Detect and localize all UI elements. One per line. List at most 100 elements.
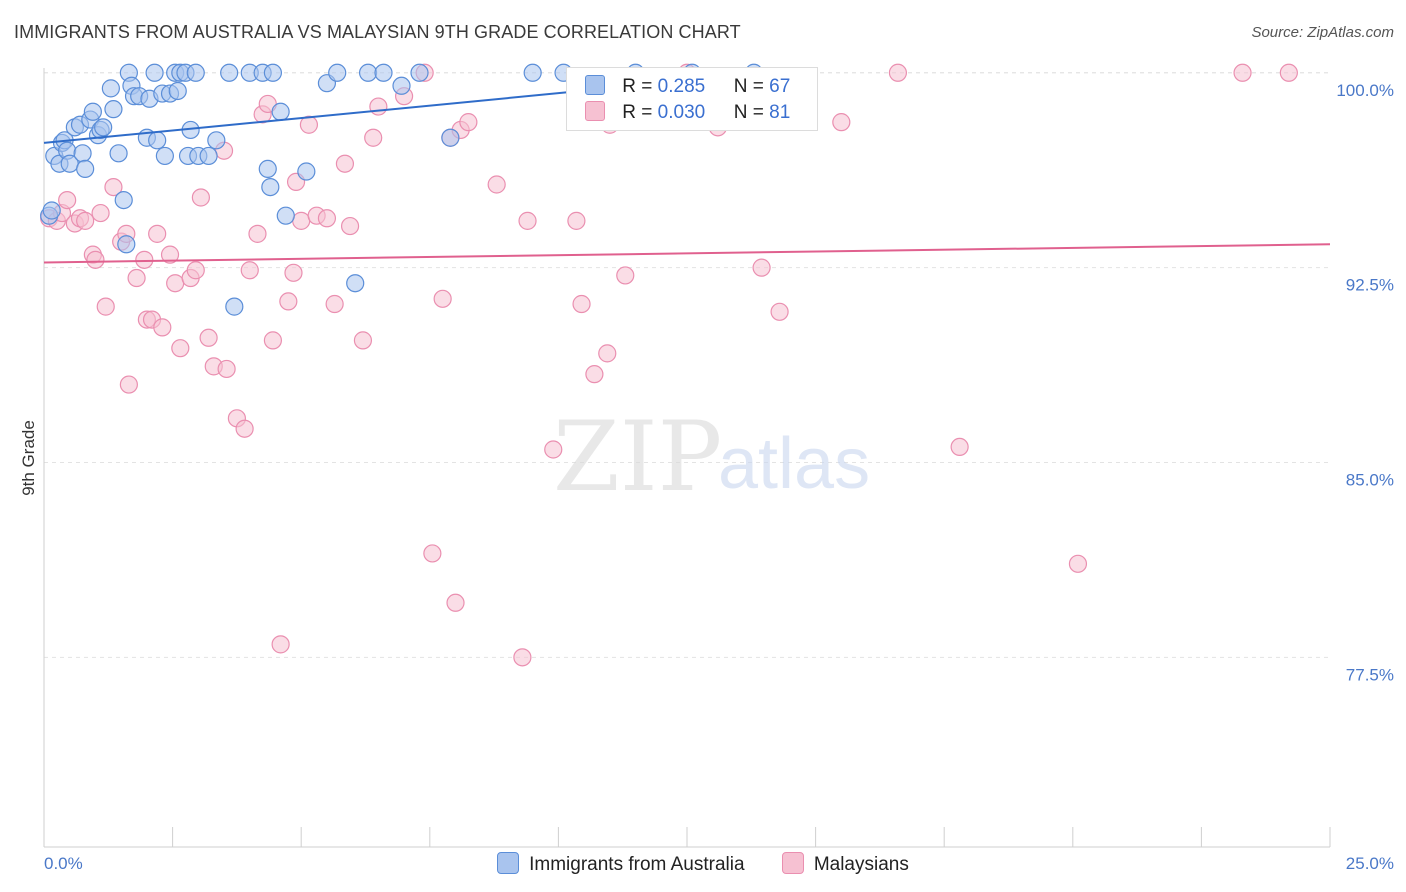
y-tick-label: 85.0% [1346,470,1394,489]
malaysians-points [40,63,1298,667]
australia-point [199,146,218,166]
malaysians-point [317,209,337,228]
series-legend-label-australia: Immigrants from Australia [529,854,745,875]
y-tick-label: 100.0% [1336,81,1394,100]
malaysians-point [186,261,205,280]
malaysians-point [513,648,532,667]
australia-point [346,274,365,293]
malaysians-point [127,268,146,288]
australia-point [104,100,123,119]
malaysians-point [135,250,154,269]
australia-point [42,201,61,220]
australia-point [271,102,290,121]
malaysians-point [572,294,591,314]
malaysians-point [446,593,465,612]
legend-swatch-australia [585,75,605,95]
legend-r-label: R = [622,102,653,123]
series-legend-malaysians[interactable]: Malaysians [781,852,909,876]
y-axis-label: 9th Grade [19,420,38,496]
malaysians-point [433,289,452,308]
australia-point [276,206,295,225]
australia-point [83,102,102,121]
australia-point [374,63,393,82]
australia-point [186,63,205,82]
malaysians-point [235,419,254,438]
malaysians-point [284,263,303,282]
australia-point [297,162,316,181]
x-tick-marks [43,827,1331,847]
malaysians-point [119,375,138,394]
malaysians-point [248,224,267,243]
legend-row-australia: R = 0.285 N = 67 [585,75,790,99]
malaysians-point [335,154,355,173]
australia-point [261,177,280,197]
malaysians-point [567,211,586,230]
malaysians-point [752,258,771,277]
series-legend-swatch-malaysians [781,852,804,874]
malaysians-point [271,635,290,654]
legend-n-label: N = [733,102,764,123]
x-tick-label-min: 0.0% [44,854,83,873]
watermark-zip: ZIP [553,401,722,513]
australia-point [148,131,167,150]
malaysians-point [1068,554,1088,573]
australia-point [94,118,113,137]
legend-swatch-malaysians [585,101,605,121]
malaysians-point [279,292,298,311]
australia-point [76,159,95,179]
australia-point [258,159,277,179]
malaysians-point [423,544,442,563]
australia-point [73,144,92,163]
malaysians-point [104,177,123,197]
malaysians-point [1233,63,1252,82]
australia-point [441,128,460,147]
malaysians-point [240,261,259,280]
watermark-atlas: atlas [718,424,870,504]
malaysians-point [950,437,969,457]
malaysians-point [832,113,851,132]
australia-point [523,63,542,82]
legend-n-value-australia: 67 [769,76,791,97]
malaysians-point [217,359,236,379]
malaysians-point [487,175,506,194]
malaysians-point [616,266,635,285]
australia-points [40,63,763,316]
malaysians-point [263,331,283,350]
malaysians-point [364,128,383,147]
legend-r-value-malaysians: 0.030 [657,102,706,123]
series-legend-australia[interactable]: Immigrants from Australia [497,852,745,876]
australia-point [225,297,244,316]
malaysians-point [369,97,388,116]
australia-point [168,81,187,101]
malaysians-point [353,331,373,350]
legend-r-value-australia: 0.285 [657,76,706,97]
malaysians-trend-line [43,243,1331,264]
malaysians-point [148,224,167,243]
malaysians-point [153,318,172,337]
legend-n-value-malaysians: 81 [769,102,791,123]
legend-r-label: R = [622,76,653,97]
malaysians-point [585,365,604,384]
malaysians-point [199,328,218,347]
malaysians-point [770,302,789,321]
australia-point [114,190,133,210]
malaysians-point [76,211,95,230]
legend-n-label: N = [733,76,764,97]
australia-point [328,63,347,82]
malaysians-point [86,250,105,269]
malaysians-point [91,203,110,223]
australia-point [155,146,174,166]
malaysians-point [1279,63,1298,82]
malaysians-point [340,216,360,236]
malaysians-point [292,211,311,230]
series-legend-label-malaysians: Malaysians [813,854,909,875]
australia-point [392,76,411,95]
malaysians-point [325,294,344,314]
australia-point [263,63,283,82]
malaysians-point [459,113,478,132]
malaysians-point [58,190,77,210]
chart-title: IMMIGRANTS FROM AUSTRALIA VS MALAYSIAN 9… [14,22,741,42]
malaysians-point [96,297,115,316]
malaysians-point [191,188,210,207]
